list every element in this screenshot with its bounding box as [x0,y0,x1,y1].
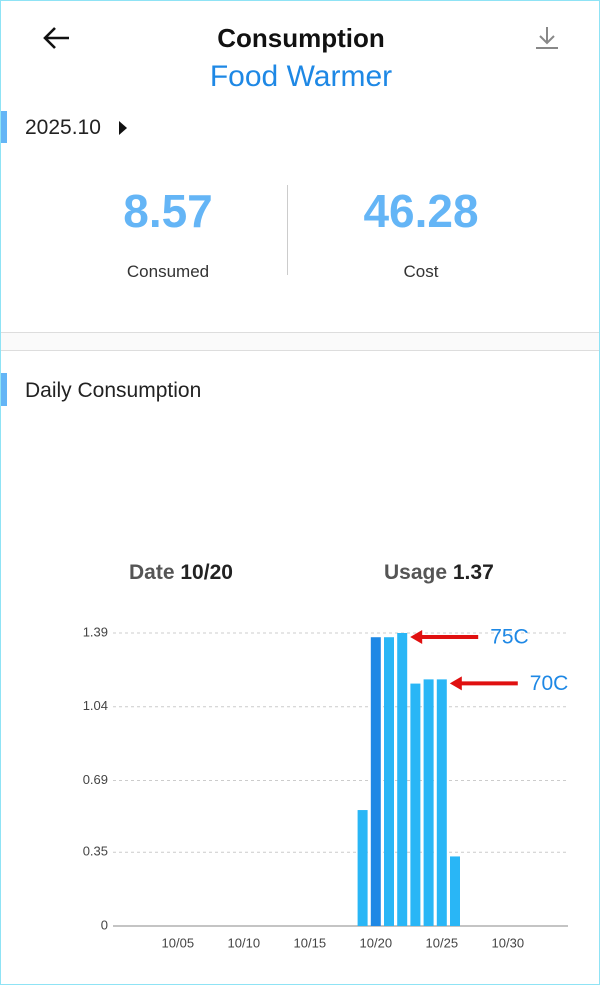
bar [410,683,421,926]
accent [1,111,7,143]
tooltip-label: Date [129,561,175,584]
bar [357,810,368,926]
tooltip-date: Date 10/20 [129,561,233,585]
x-tick-label: 10/10 [228,935,261,950]
bar [384,637,394,926]
x-tick-label: 10/15 [294,935,327,950]
annotation: 75C [490,626,529,649]
accent [1,373,7,406]
tooltip-label: Usage [384,561,448,584]
page-title: Consumption [217,23,385,53]
section-title: Daily Consumption [25,379,202,402]
bar [370,637,381,926]
summary-value: 8.57 [123,185,213,237]
y-tick-label: 1.04 [83,698,108,713]
period[interactable]: 2025.10 [25,116,101,139]
bar [436,679,447,926]
summary-label: Cost [403,262,439,281]
summary-value: 46.28 [363,185,479,237]
tooltip-value: 1.37 [452,561,494,584]
tooltip-usage: Usage 1.37 [384,561,494,585]
summary-label: Consumed [126,262,210,281]
annotation-arrowhead [449,676,462,691]
bar [397,633,408,926]
x-tick-label: 10/20 [360,935,393,950]
annotation: 70C [530,672,569,695]
separator [1,332,599,351]
download-button[interactable] [534,25,560,51]
divider [287,185,288,275]
x-tick-label: 10/30 [492,935,525,950]
bar [423,679,434,926]
back-button[interactable] [41,25,71,51]
device-name: Food Warmer [209,60,393,93]
x-tick-label: 10/25 [426,935,459,950]
tooltip-value: 10/20 [180,561,233,584]
x-tick-label: 10/05 [162,935,195,950]
y-tick-label: 0.69 [83,772,108,787]
y-tick-label: 1.39 [83,624,108,639]
y-tick-label: 0.35 [83,844,108,859]
period-arrow[interactable] [118,120,128,136]
annotation-arrowhead [410,630,423,644]
bar [450,856,460,926]
y-tick-label: 0 [101,917,108,932]
